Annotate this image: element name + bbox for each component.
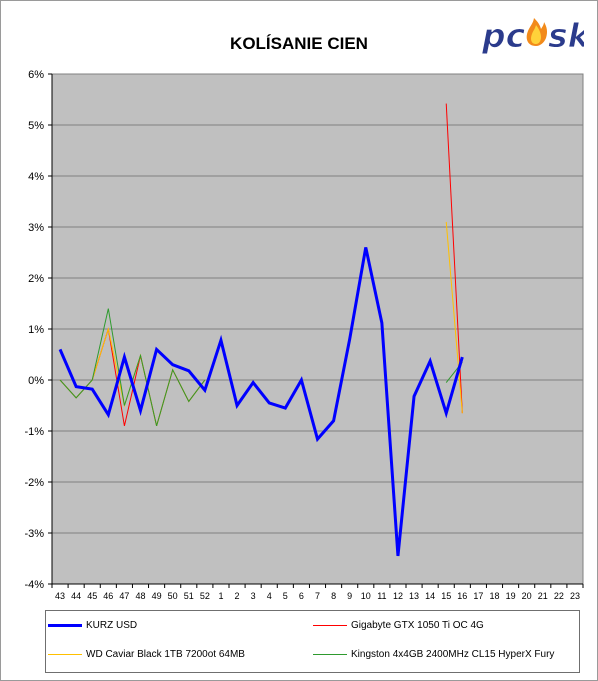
x-tick-label: 10 — [361, 591, 371, 601]
x-tick-label: 50 — [168, 591, 178, 601]
legend-label: WD Caviar Black 1TB 7200ot 64MB — [86, 649, 245, 660]
x-tick-label: 20 — [522, 591, 532, 601]
x-tick-label: 18 — [489, 591, 499, 601]
y-tick-label: 6% — [28, 69, 44, 81]
legend-label: KURZ USD — [86, 620, 138, 631]
legend-swatch — [48, 654, 82, 655]
x-tick-label: 48 — [135, 591, 145, 601]
legend-label: Gigabyte GTX 1050 Ti OC 4G — [351, 620, 484, 631]
y-tick-label: 1% — [28, 324, 44, 336]
x-tick-label: 8 — [331, 591, 336, 601]
y-tick-label: -3% — [24, 528, 44, 540]
x-tick-label: 2 — [235, 591, 240, 601]
legend-item-kurz-usd: KURZ USD — [48, 620, 137, 631]
x-tick-label: 13 — [409, 591, 419, 601]
chart-title: KOLÍSANIE CIEN — [230, 34, 368, 53]
x-tick-label: 44 — [71, 591, 81, 601]
svg-text:pc: pc — [481, 16, 526, 54]
x-tick-label: 45 — [87, 591, 97, 601]
y-tick-label: -4% — [24, 579, 44, 591]
x-tick-label: 49 — [152, 591, 162, 601]
y-tick-label: 0% — [28, 375, 44, 387]
x-tick-label: 17 — [473, 591, 483, 601]
x-tick-label: 51 — [184, 591, 194, 601]
x-tick-label: 11 — [377, 591, 386, 601]
legend-item-gtx: Gigabyte GTX 1050 Ti OC 4G — [313, 620, 484, 631]
legend-swatch — [48, 624, 82, 627]
legend-item-wd: WD Caviar Black 1TB 7200ot 64MB — [48, 649, 245, 660]
y-tick-label: -1% — [24, 426, 44, 438]
legend-swatch — [313, 654, 347, 655]
x-tick-label: 21 — [538, 591, 548, 601]
chart-legend: KURZ USD Gigabyte GTX 1050 Ti OC 4G WD C… — [45, 610, 580, 673]
pcosk-logo: pc sk — [481, 16, 585, 55]
x-tick-label: 5 — [283, 591, 288, 601]
x-tick-label: 9 — [347, 591, 352, 601]
svg-text:sk: sk — [548, 16, 584, 54]
x-tick-label: 14 — [425, 591, 435, 601]
x-tick-label: 22 — [554, 591, 564, 601]
series-line-0 — [58, 247, 464, 557]
x-tick-label: 16 — [457, 591, 467, 601]
legend-label: Kingston 4x4GB 2400MHz CL15 HyperX Fury — [351, 649, 555, 660]
x-tick-label: 47 — [119, 591, 129, 601]
x-tick-label: 52 — [200, 591, 210, 601]
y-tick-label: 5% — [28, 120, 44, 132]
y-tick-label: 3% — [28, 222, 44, 234]
line-chart: -4%-3%-2%-1%0%1%2%3%4%5%6%43 44 45 46 47 48 49… — [24, 69, 584, 601]
y-tick-label: 2% — [28, 273, 44, 285]
legend-swatch — [313, 625, 347, 626]
x-tick-label: 12 — [393, 591, 403, 601]
x-tick-label: 46 — [103, 591, 113, 601]
x-tick-label: 7 — [315, 591, 320, 601]
x-tick-label: 4 — [267, 591, 272, 601]
x-tick-label: 15 — [441, 591, 451, 601]
legend-item-kingston: Kingston 4x4GB 2400MHz CL15 HyperX Fury — [313, 649, 554, 660]
x-tick-label: 6 — [299, 591, 304, 601]
y-tick-label: -2% — [24, 477, 44, 489]
x-tick-label: 3 — [251, 591, 256, 601]
x-tick-label: 1 — [218, 591, 223, 601]
x-tick-label: 43 — [55, 591, 65, 601]
y-tick-label: 4% — [28, 171, 44, 183]
x-tick-label: 19 — [506, 591, 516, 601]
x-tick-label: 23 — [570, 591, 580, 601]
